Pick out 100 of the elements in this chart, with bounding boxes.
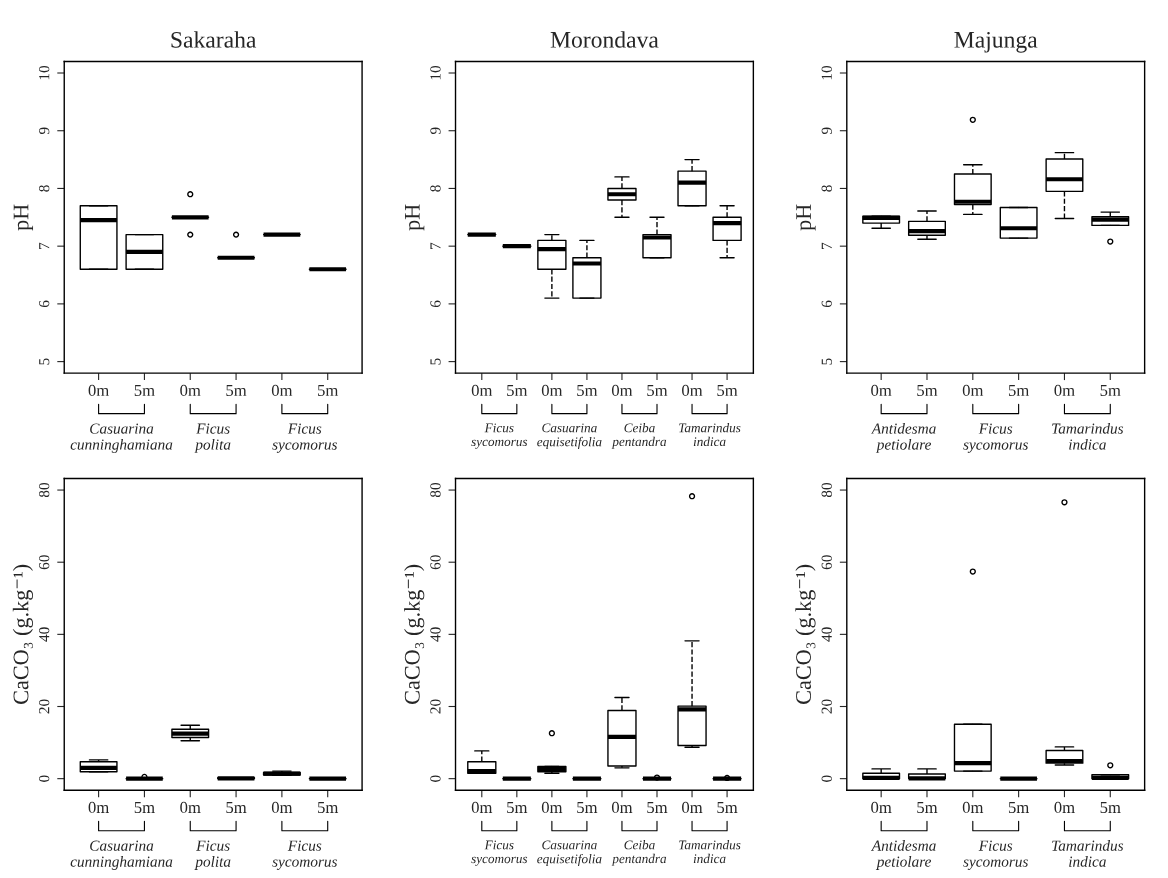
y-tick-label: 5 [430,358,441,365]
y-axis-title: CaCO₃ (g.kg⁻¹) [12,564,34,704]
x-tick-label: 5m [226,801,247,814]
x-tick-label: 0m [1054,801,1075,814]
x-tick-label: 5m [1100,801,1121,814]
text: Antidesma petiolare [870,840,936,870]
y-tick-label: 9 [821,127,832,135]
x-tick-label: 5m [134,801,155,814]
y-tick-label: 60 [821,555,832,570]
y-tick-label: 9 [39,127,50,135]
x-tick-label: 0m [541,801,563,814]
text: Ficus sycomorus [963,423,1028,453]
y-tick-label: 0 [430,775,441,782]
y-tick-label: 6 [39,300,50,308]
x-tick-label: 0m [271,801,293,814]
x-tick-label: 5m [647,384,668,396]
x-tick-label: 5m [577,384,598,396]
chart-title: Morondava [550,31,659,48]
text: Tamarindus indica [679,423,741,447]
x-tick-label: 5m [577,801,598,814]
y-tick-label: 5 [821,358,832,365]
y-tick-label: 20 [39,699,50,714]
y-axis-title: pH [796,204,816,231]
y-tick-label: 9 [430,127,441,135]
x-tick-label: 5m [507,384,528,396]
text: Ficus sycomorus [963,840,1028,870]
y-tick-label: 40 [821,627,832,642]
y-tick-label: 20 [430,699,441,714]
x-tick-label: 5m [1008,384,1030,396]
text: Ficus sycomorus [471,840,528,866]
text: Ficus sycomorus [272,840,338,870]
text: Casuarina cunninghamiana [70,840,173,870]
x-tick-label: 5m [134,384,155,396]
x-tick-label: 0m [962,384,984,396]
x-tick-label: 0m [962,801,984,814]
y-tick-label: 80 [430,483,441,498]
x-tick-label: 0m [682,801,703,814]
chart-title: Majunga [954,31,1038,53]
y-tick-label: 20 [821,699,832,714]
y-tick-label: 6 [821,300,832,308]
text: Casuarina equisetifolia [537,840,602,866]
chart-title: Sakaraha [171,31,257,48]
text: Tamarindus indica [1052,423,1124,450]
x-tick-label: 0m [180,801,201,814]
x-tick-label: 0m [611,801,633,814]
text: Tamarindus indica [679,840,741,864]
x-tick-label: 0m [1054,384,1075,396]
x-tick-label: 0m [541,384,563,396]
y-axis-title: CaCO₃ (g.kg⁻¹) [404,564,425,704]
x-tick-label: 5m [717,384,738,396]
x-tick-label: 0m [271,384,293,396]
x-tick-label: 0m [88,384,109,396]
text: Casuarina cunninghamiana [70,423,173,453]
y-tick-label: 8 [821,185,832,192]
y-axis-title: pH [405,204,425,231]
text: Ficus sycomorus [471,423,528,449]
x-tick-label: 5m [717,801,738,814]
y-tick-label: 8 [430,185,441,192]
y-tick-label: 5 [39,358,50,365]
y-tick-label: 10 [430,65,441,80]
text: Casuarina equisetifolia [537,423,602,449]
y-axis-title: CaCO₃ (g.kg⁻¹) [795,564,816,704]
x-tick-label: 0m [471,801,493,814]
x-tick-label: 5m [507,801,528,814]
y-tick-label: 80 [821,483,832,498]
x-tick-label: 5m [318,384,339,396]
x-tick-label: 5m [917,801,938,814]
y-tick-label: 40 [39,627,50,642]
text: Ficus polita [194,840,231,870]
y-tick-label: 80 [39,483,50,498]
y-tick-label: 0 [821,775,832,782]
y-tick-label: 60 [39,555,50,570]
x-tick-label: 0m [471,384,493,396]
text: Ceiba pentandra [611,423,667,449]
x-tick-label: 5m [226,384,247,396]
x-tick-label: 0m [88,801,109,814]
text: Tamarindus indica [1052,840,1124,867]
y-axis-title: pH [13,204,34,231]
x-tick-label: 5m [318,801,339,814]
x-tick-label: 0m [611,384,633,396]
y-tick-label: 10 [821,65,832,80]
y-tick-label: 6 [430,300,441,308]
x-tick-label: 0m [871,384,892,396]
y-tick-label: 7 [430,242,441,249]
y-tick-label: 60 [430,555,441,570]
y-tick-label: 10 [39,65,50,80]
text: Ficus polita [194,423,231,453]
text: Ceiba pentandra [611,840,667,866]
x-tick-label: 5m [1100,384,1121,396]
x-tick-label: 5m [1008,801,1030,814]
x-tick-label: 0m [180,384,201,396]
y-tick-label: 7 [39,242,50,249]
x-tick-label: 5m [917,384,938,396]
x-tick-label: 0m [871,801,892,814]
y-tick-label: 40 [430,627,441,642]
text: Antidesma petiolare [870,423,936,453]
y-tick-label: 8 [39,185,50,192]
y-tick-label: 0 [39,775,50,782]
text: Ficus sycomorus [272,423,338,453]
x-tick-label: 0m [682,384,703,396]
